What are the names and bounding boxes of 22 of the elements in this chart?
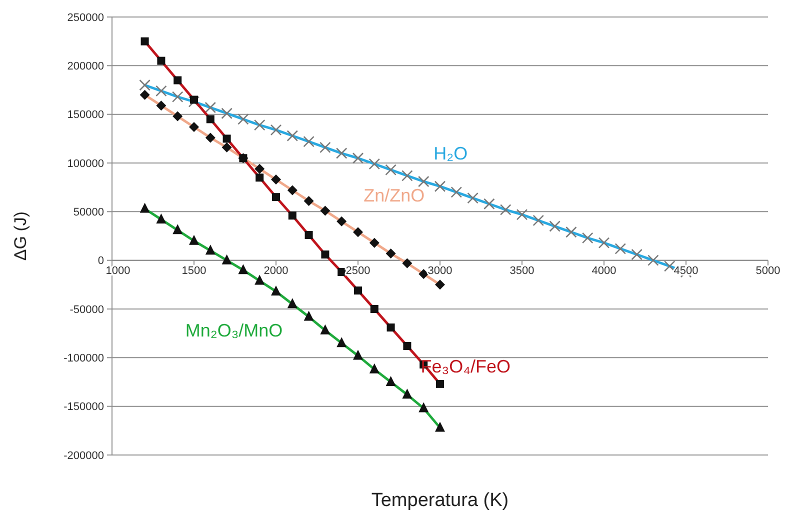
y-tick-label: -100000 [64, 352, 104, 365]
y-tick-label: 100000 [67, 158, 104, 170]
series-label: Zn/ZnO [364, 185, 425, 206]
y-tick-label: 50000 [73, 206, 104, 219]
x-tick-label: 2500 [346, 265, 370, 278]
x-axis-title: Temperatura (K) [371, 490, 509, 511]
x-tick-label: 5000 [756, 265, 780, 278]
x-tick-label: 3000 [428, 265, 452, 278]
x-tick-label: 4000 [592, 265, 616, 278]
x-tick-label: 2000 [264, 265, 288, 278]
x-tick-label: 3500 [510, 265, 534, 278]
y-axis-title: ΔG (J) [11, 211, 30, 261]
y-tick-label: 0 [98, 255, 104, 268]
x-tick-label: 1500 [182, 265, 206, 278]
y-tick-label: 150000 [67, 109, 104, 122]
series-label: H₂O [434, 143, 468, 164]
y-tick-label: -150000 [64, 401, 104, 414]
series-label: Mn₂O₃/MnO [185, 320, 283, 340]
y-tick-label: -200000 [64, 450, 104, 462]
y-tick-label: -50000 [70, 304, 104, 316]
y-tick-label: 200000 [67, 60, 104, 73]
y-tick-label: 250000 [67, 12, 104, 24]
